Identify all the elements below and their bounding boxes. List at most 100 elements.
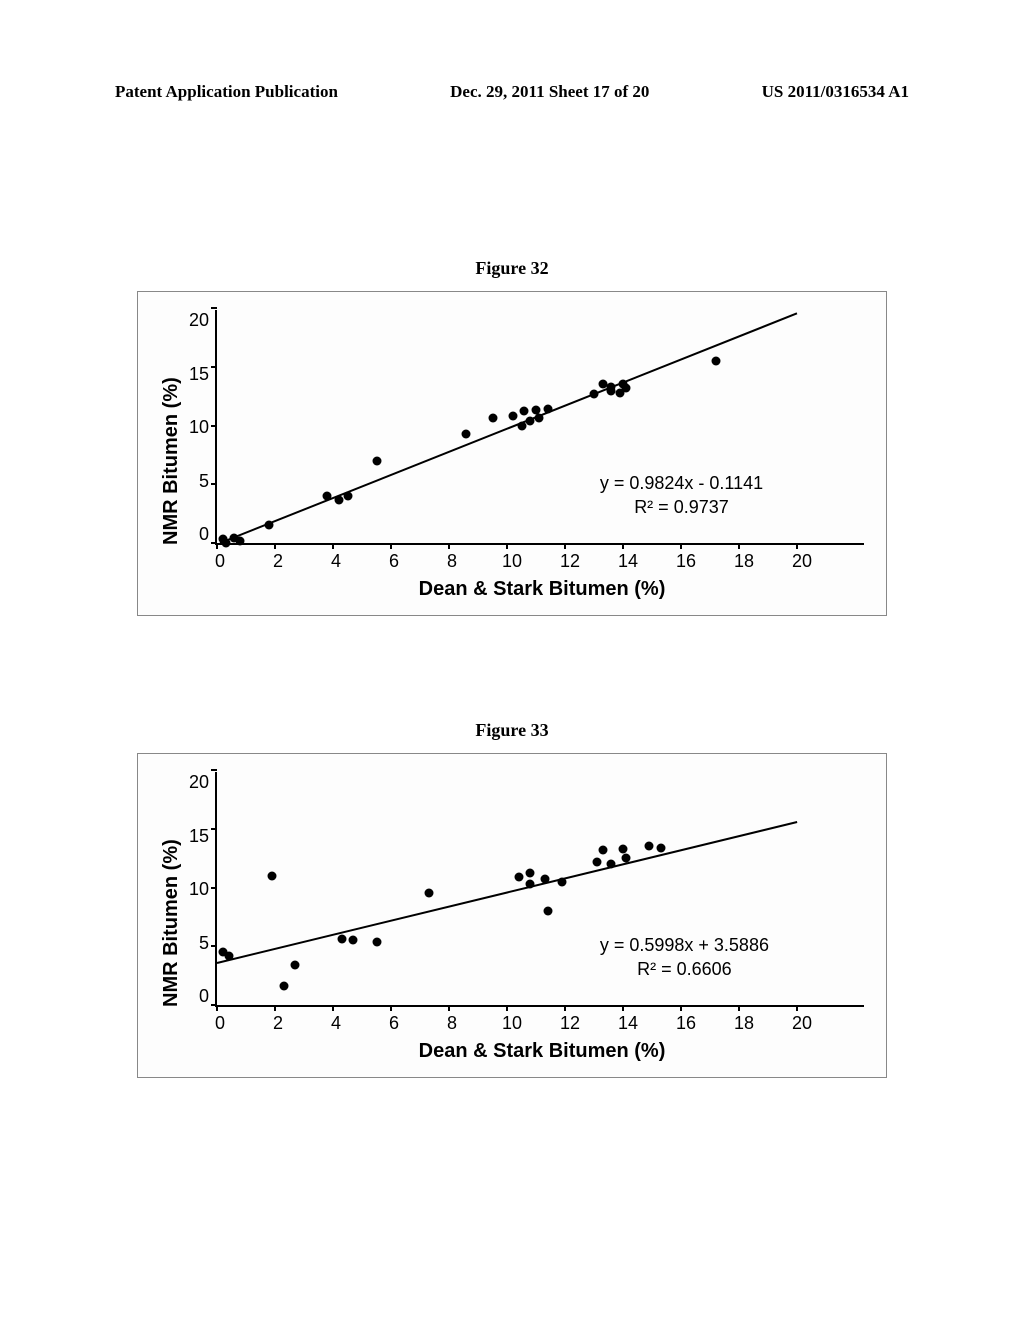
y-tick-mark: [211, 483, 217, 485]
data-point: [598, 845, 607, 854]
regression-equation: y = 0.9824x - 0.1141R² = 0.9737: [600, 471, 763, 520]
equation-text: y = 0.5998x + 3.5886: [600, 933, 769, 957]
x-tick-label: 12: [560, 551, 576, 572]
y-tick-labels: 20 15 10 5 0: [189, 310, 215, 545]
data-point: [291, 961, 300, 970]
data-point: [279, 982, 288, 991]
figure-block: Figure 32 NMR Bitumen (%) 20 15 10 5 0 y = 0.98…: [137, 258, 887, 616]
x-tick-label: 14: [618, 551, 634, 572]
figure-title: Figure 32: [137, 258, 887, 279]
x-tick-mark: [738, 543, 740, 549]
data-point: [534, 414, 543, 423]
y-tick-labels: 20151050: [189, 772, 215, 1007]
x-tick-label: 12: [560, 1013, 576, 1034]
data-point: [323, 492, 332, 501]
x-tick-label: 0: [212, 1013, 228, 1034]
data-point: [514, 872, 523, 881]
x-tick-mark: [738, 1005, 740, 1011]
x-tick-mark: [564, 1005, 566, 1011]
data-point: [265, 521, 274, 530]
data-point: [372, 937, 381, 946]
x-tick-mark: [796, 1005, 798, 1011]
y-tick-mark: [211, 425, 217, 427]
x-tick-mark: [622, 1005, 624, 1011]
y-tick-mark: [211, 945, 217, 947]
y-tick-label: 20: [189, 772, 209, 793]
x-tick-label: 4: [328, 1013, 344, 1034]
data-point: [598, 380, 607, 389]
x-tick-label: 8: [444, 1013, 460, 1034]
x-tick-label: 10: [502, 551, 518, 572]
plot-area: y = 0.5998x + 3.5886R² = 0.6606: [215, 772, 864, 1007]
data-point: [517, 421, 526, 430]
y-tick-label: 10: [189, 417, 209, 438]
x-tick-label: 16: [676, 551, 692, 572]
x-tick-label: 20: [792, 551, 808, 572]
x-tick-mark: [796, 543, 798, 549]
x-tick-mark: [506, 1005, 508, 1011]
figure-title: Figure 33: [137, 720, 887, 741]
x-tick-mark: [564, 543, 566, 549]
header-right: US 2011/0316534 A1: [762, 82, 909, 102]
y-tick-label: 5: [199, 471, 209, 492]
x-tick-label: 6: [386, 1013, 402, 1034]
x-tick-label: 8: [444, 551, 460, 572]
y-tick-label: 5: [199, 933, 209, 954]
x-tick-mark: [680, 1005, 682, 1011]
data-point: [621, 854, 630, 863]
data-point: [543, 405, 552, 414]
x-tick-label: 16: [676, 1013, 692, 1034]
x-tick-mark: [390, 1005, 392, 1011]
x-tick-mark: [332, 1005, 334, 1011]
data-point: [508, 412, 517, 421]
data-point: [711, 356, 720, 365]
x-axis-label: Dean & Stark Bitumen (%): [220, 1040, 864, 1063]
equation-text: y = 0.9824x - 0.1141: [600, 471, 763, 495]
x-tick-label: 0: [212, 551, 228, 572]
x-tick-mark: [506, 543, 508, 549]
data-point: [607, 382, 616, 391]
y-tick-mark: [211, 307, 217, 309]
x-tick-label: 20: [792, 1013, 808, 1034]
x-tick-label: 18: [734, 1013, 750, 1034]
x-tick-label: 6: [386, 551, 402, 572]
data-point: [520, 407, 529, 416]
x-tick-mark: [332, 543, 334, 549]
y-tick-label: 0: [199, 986, 209, 1007]
x-tick-mark: [390, 543, 392, 549]
r-squared-text: R² = 0.9737: [600, 495, 763, 519]
data-point: [543, 907, 552, 916]
x-tick-mark: [216, 543, 218, 549]
data-point: [526, 416, 535, 425]
y-axis-label: NMR Bitumen (%): [160, 310, 183, 545]
x-tick-mark: [622, 543, 624, 549]
data-point: [590, 389, 599, 398]
header-center: Dec. 29, 2011 Sheet 17 of 20: [450, 82, 649, 102]
y-tick-label: 15: [189, 364, 209, 385]
data-point: [343, 492, 352, 501]
figure-block: Figure 33NMR Bitumen (%)20151050y = 0.59…: [137, 720, 887, 1078]
y-tick-label: 20: [189, 310, 209, 331]
x-tick-mark: [680, 543, 682, 549]
data-point: [645, 842, 654, 851]
y-tick-label: 0: [199, 524, 209, 545]
r-squared-text: R² = 0.6606: [600, 957, 769, 981]
x-tick-mark: [216, 1005, 218, 1011]
data-point: [462, 429, 471, 438]
x-tick-mark: [448, 1005, 450, 1011]
data-point: [349, 936, 358, 945]
data-point: [558, 877, 567, 886]
x-tick-mark: [274, 1005, 276, 1011]
x-tick-labels: 02468101214161820: [212, 1013, 808, 1034]
chart-frame: NMR Bitumen (%)20151050y = 0.5998x + 3.5…: [137, 753, 887, 1078]
y-tick-label: 10: [189, 879, 209, 900]
data-point: [619, 844, 628, 853]
x-tick-mark: [274, 543, 276, 549]
data-point: [607, 860, 616, 869]
x-tick-label: 10: [502, 1013, 518, 1034]
x-axis-label: Dean & Stark Bitumen (%): [220, 578, 864, 601]
data-point: [592, 857, 601, 866]
data-point: [221, 539, 230, 548]
y-tick-mark: [211, 366, 217, 368]
data-point: [621, 383, 630, 392]
